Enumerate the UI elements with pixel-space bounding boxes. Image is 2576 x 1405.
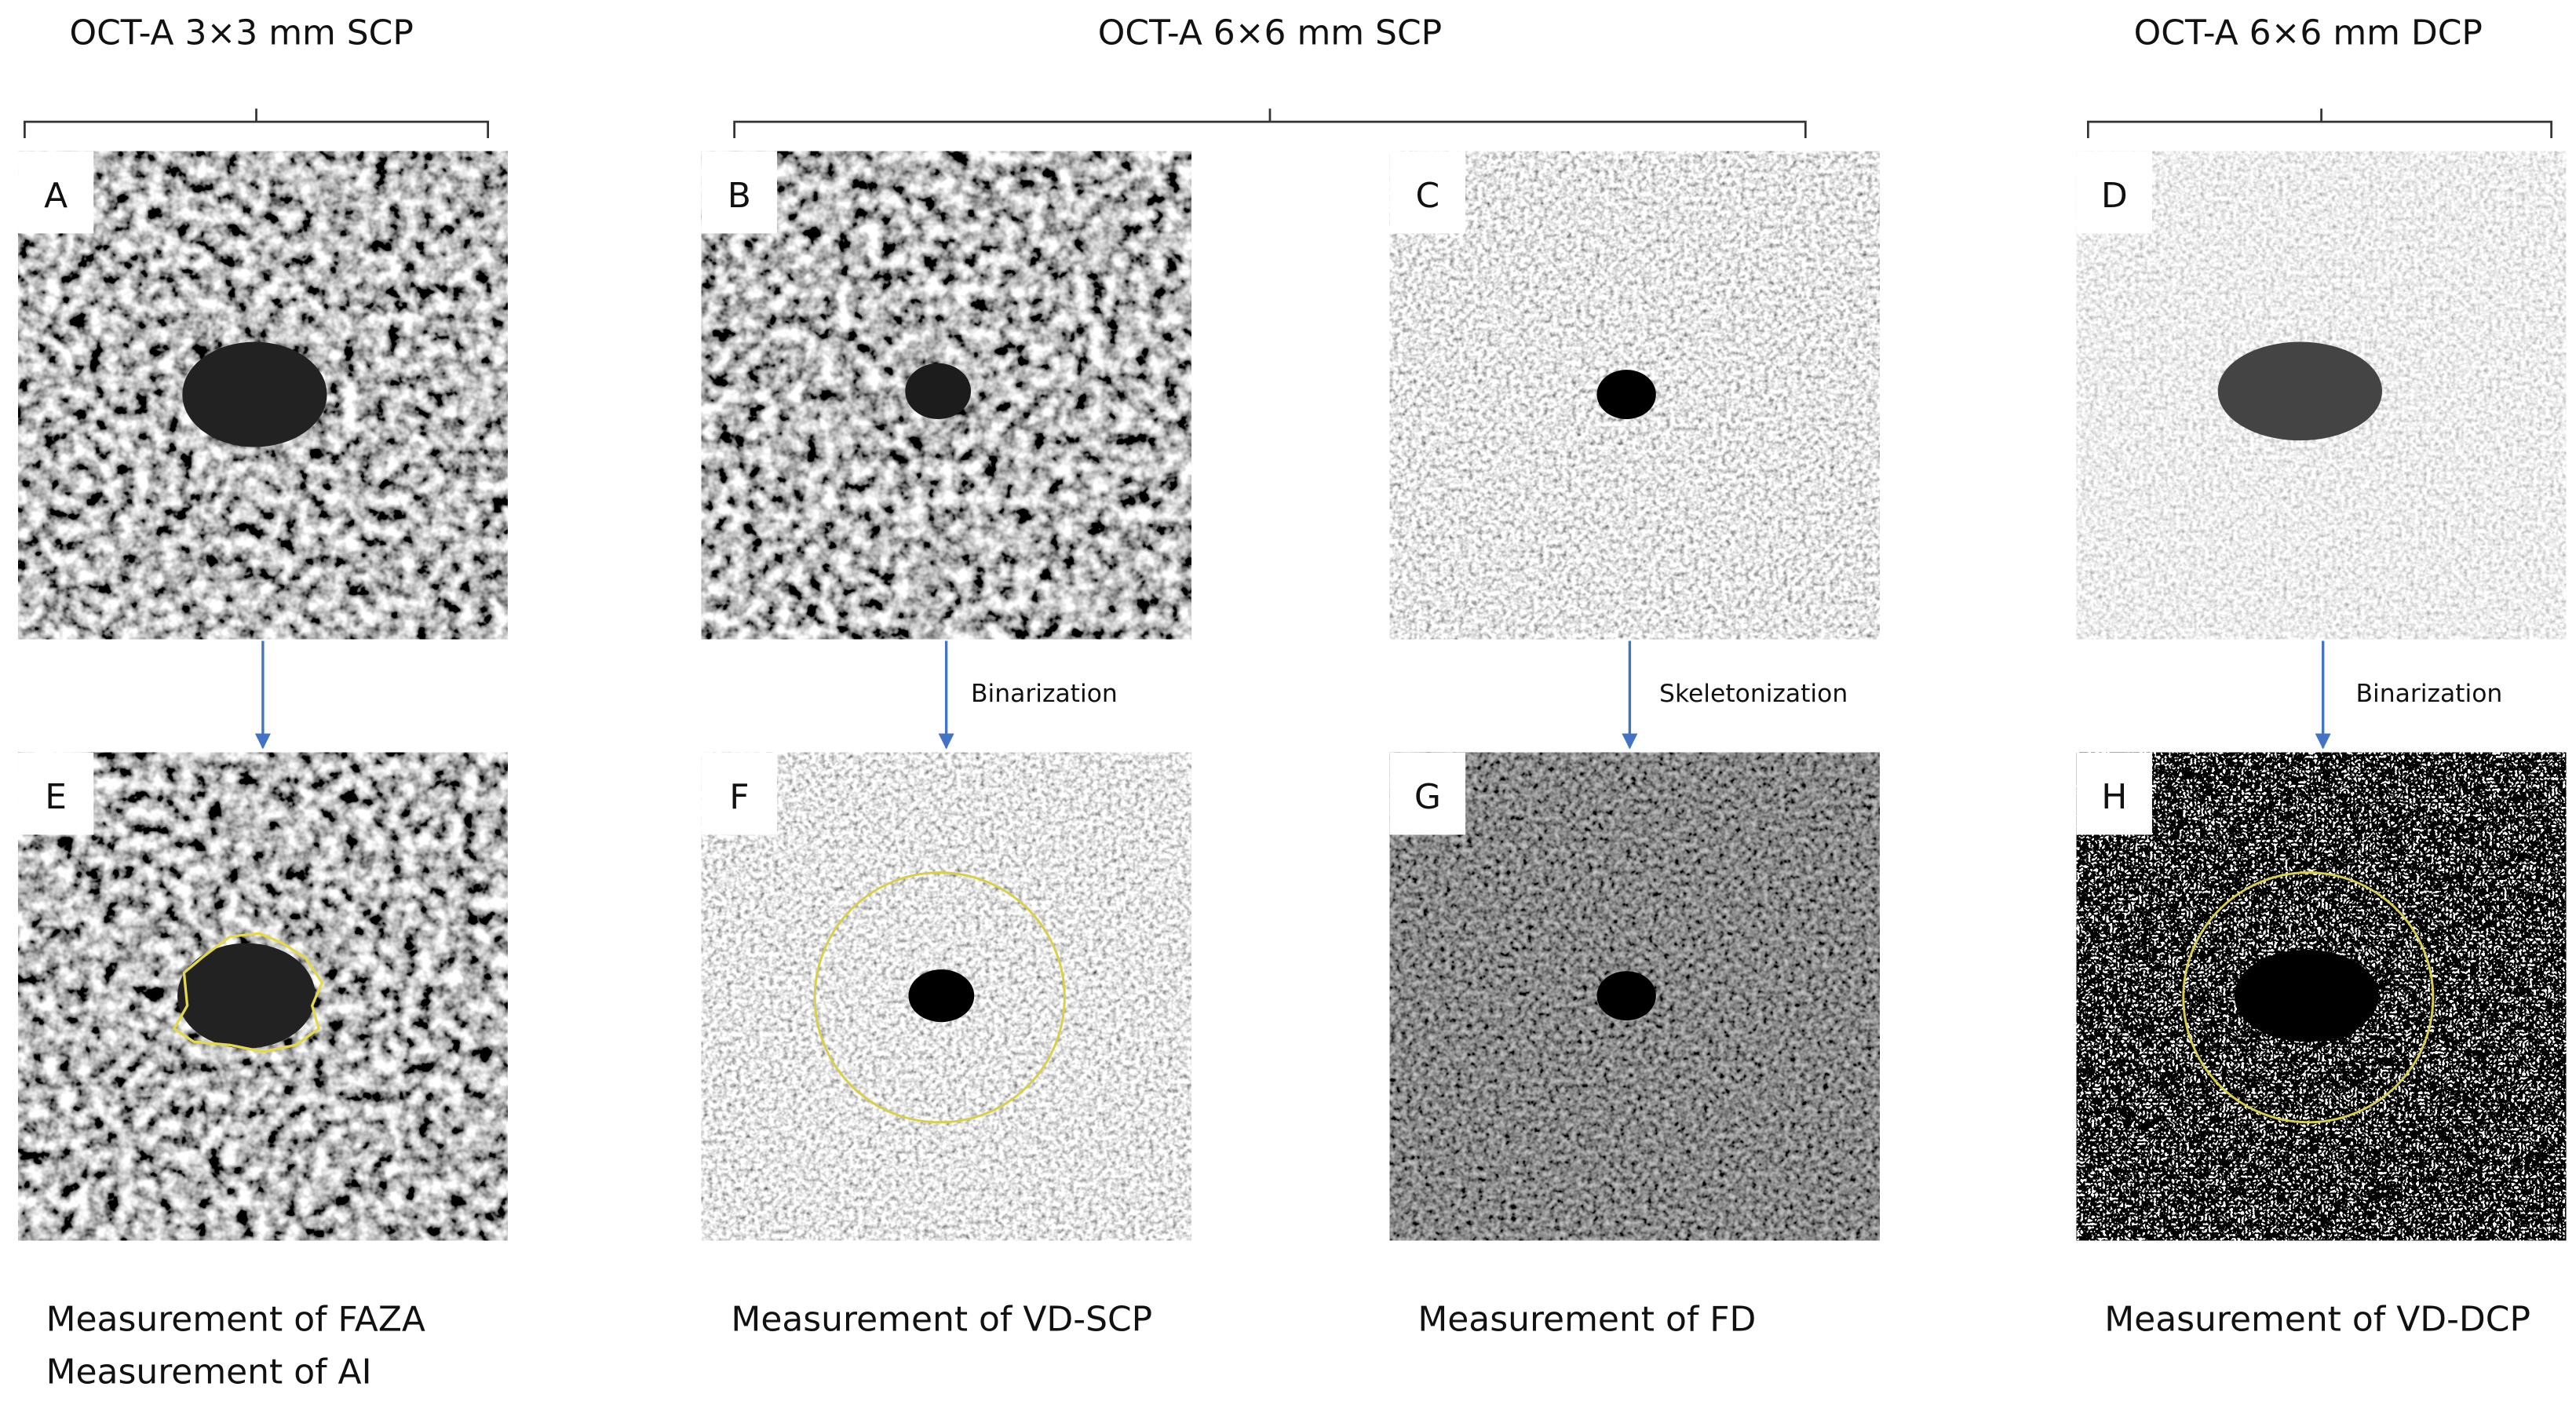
fovea [908,969,975,1023]
panel-label: B [728,176,751,216]
faz-outline [172,932,324,1053]
measurement: Measurement of VD-SCP [731,1300,1152,1340]
fovea [1596,971,1656,1021]
panel-label: D [2101,176,2128,216]
label-box [701,752,778,835]
header: OCT-A 6×6 mm SCP [1098,13,1442,53]
step-label: Binarization [2356,680,2503,708]
roi-circle [2182,871,2435,1124]
image-panel: B [701,151,1191,640]
fovea [905,363,972,419]
label-box [18,151,94,234]
fovea [177,943,316,1049]
label-box [2076,151,2152,234]
roi-circle [813,871,1066,1124]
image-panel: D [2076,151,2567,640]
fovea [1596,370,1656,419]
label-box [1389,151,1466,234]
bracket [24,108,490,139]
measurement: Measurement of FAZA [46,1300,425,1340]
image-panel: A [18,151,508,640]
image-panel: H [2076,752,2567,1241]
fovea [182,341,327,447]
bracket [2086,108,2552,139]
label-box [1389,752,1466,835]
panels: A B C D E F G H [18,151,2567,1241]
measurement: Measurement of FD [1418,1300,1756,1340]
measurement: Measurement of VD-DCP [2104,1300,2530,1340]
panel-label: A [44,176,68,216]
step-label: Skeletonization [1659,680,1848,708]
bracket [733,108,1807,139]
brackets [24,108,2552,139]
label-box [701,151,778,234]
arrows [254,640,2331,750]
image-panel: C [1389,151,1880,640]
header: OCT-A 3×3 mm SCP [70,13,414,53]
fovea [2217,341,2383,441]
panel-label: E [45,777,67,817]
panel-label: F [729,777,749,817]
image-panel: E [18,752,508,1241]
panel-label: G [1414,777,1441,817]
fovea [2234,950,2379,1042]
panel-label: C [1416,176,1440,216]
header: OCT-A 6×6 mm DCP [2134,13,2483,53]
step-label: Binarization [971,680,1118,708]
measurement: Measurement of AI [46,1352,372,1392]
image-panel: G [1389,752,1880,1241]
label-box [18,752,94,835]
image-panel: F [701,752,1191,1241]
label-box [2076,752,2152,835]
panel-label: H [2101,777,2127,817]
